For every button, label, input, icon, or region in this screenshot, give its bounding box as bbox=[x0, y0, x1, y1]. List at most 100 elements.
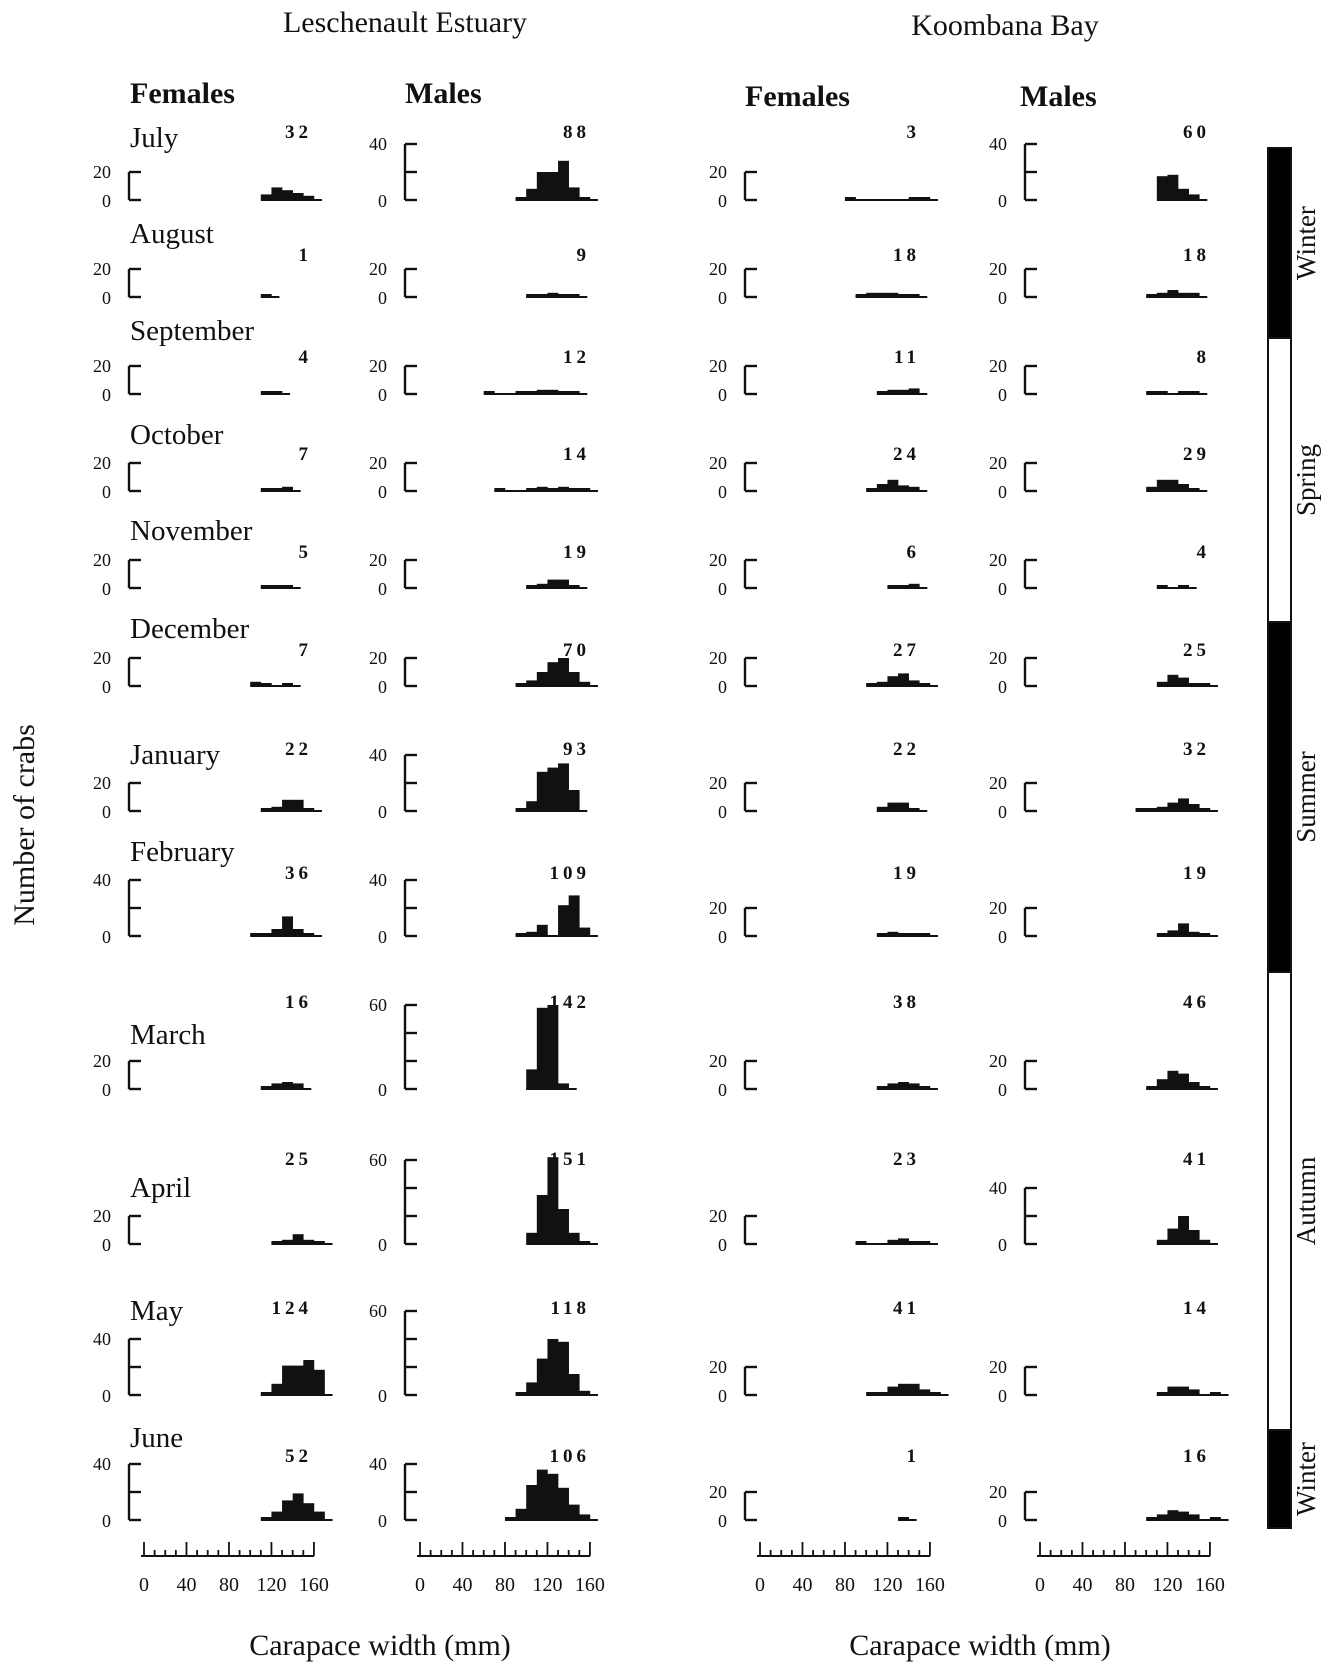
histogram-bar bbox=[271, 929, 283, 936]
sample-size-label: 32 bbox=[285, 122, 312, 143]
histogram-bar bbox=[260, 683, 272, 686]
histogram-bar bbox=[1156, 681, 1168, 686]
histogram-bar bbox=[292, 1493, 304, 1520]
sample-size-label: 151 bbox=[550, 1149, 591, 1170]
y-tick-label: 20 bbox=[709, 648, 727, 668]
sample-size-label: 8 bbox=[1197, 347, 1211, 368]
histogram-bar bbox=[526, 1382, 538, 1395]
histogram-bar bbox=[271, 391, 283, 394]
sample-size-label: 9 bbox=[577, 245, 591, 266]
histogram-bar bbox=[919, 197, 931, 200]
sample-size-label: 14 bbox=[563, 444, 590, 465]
sample-size-label: 32 bbox=[1183, 739, 1210, 760]
y-tick-label: 0 bbox=[102, 1235, 111, 1255]
histogram-bar bbox=[558, 1083, 569, 1089]
y-tick-label: 0 bbox=[998, 288, 1007, 308]
panel-3-july: 40 0 60 bbox=[989, 122, 1208, 211]
y-tick-label: 0 bbox=[378, 927, 387, 947]
histogram-bar bbox=[536, 1195, 548, 1244]
histogram-bar bbox=[313, 1369, 325, 1395]
histogram-bar bbox=[526, 1069, 538, 1089]
month-label: May bbox=[130, 1295, 184, 1327]
histogram-bar bbox=[887, 802, 899, 811]
histogram-bar bbox=[515, 1392, 527, 1395]
y-tick-label: 0 bbox=[378, 1080, 387, 1100]
y-tick-label: 0 bbox=[998, 677, 1007, 697]
histogram-bar bbox=[494, 488, 506, 491]
histogram-bar bbox=[250, 933, 262, 936]
sample-size-label: 25 bbox=[285, 1149, 312, 1170]
panel-3-october: 20 0 29 bbox=[989, 444, 1208, 502]
y-tick-label: 0 bbox=[378, 191, 387, 211]
y-tick-label: 0 bbox=[718, 191, 727, 211]
y-tick-label: 20 bbox=[93, 259, 111, 279]
histogram-bar bbox=[579, 488, 591, 491]
sample-size-label: 16 bbox=[285, 992, 312, 1013]
histogram-bar bbox=[547, 389, 559, 394]
sample-size-label: 93 bbox=[563, 739, 590, 760]
sample-size-label: 23 bbox=[893, 1149, 920, 1170]
sample-size-label: 118 bbox=[551, 1298, 590, 1319]
histogram-bar bbox=[260, 488, 272, 491]
histogram-bar bbox=[536, 672, 548, 686]
histogram-bar bbox=[1188, 1230, 1200, 1244]
y-tick-label: 20 bbox=[93, 1206, 111, 1226]
x-tick-label: 160 bbox=[299, 1574, 329, 1596]
histogram-bar bbox=[1188, 683, 1200, 686]
histogram-bar bbox=[579, 1514, 591, 1520]
histogram-bar bbox=[526, 801, 538, 811]
y-tick-label: 0 bbox=[378, 288, 387, 308]
y-tick-label: 0 bbox=[998, 1235, 1007, 1255]
histogram-bar bbox=[558, 579, 569, 588]
histogram-bar bbox=[919, 1389, 931, 1395]
y-tick-label: 20 bbox=[709, 259, 727, 279]
histogram-bar bbox=[526, 1232, 538, 1244]
histogram-bar bbox=[1199, 933, 1211, 936]
histogram-bar bbox=[1199, 808, 1211, 811]
histogram-bar bbox=[292, 1234, 304, 1244]
y-tick-label: 40 bbox=[93, 1329, 111, 1349]
sample-size-label: 25 bbox=[1183, 640, 1210, 661]
histogram-bar bbox=[568, 1232, 580, 1244]
panel-0-december: December 20 0 7 bbox=[93, 613, 308, 697]
histogram-bar bbox=[1156, 806, 1168, 811]
y-tick-label: 0 bbox=[102, 1386, 111, 1406]
y-tick-label: 0 bbox=[102, 385, 111, 405]
histogram-bar bbox=[536, 1469, 548, 1520]
panel-2-december: 20 0 27 bbox=[709, 640, 938, 697]
month-label: June bbox=[130, 1422, 183, 1454]
panel-1-december: 20 0 70 bbox=[369, 640, 598, 697]
histogram-bar bbox=[908, 388, 920, 394]
panel-3-april: 40 0 41 bbox=[989, 1149, 1218, 1255]
y-tick-label: 0 bbox=[378, 482, 387, 502]
season-label: Spring bbox=[1291, 444, 1321, 516]
histogram-bar bbox=[908, 486, 920, 491]
histogram-bar bbox=[547, 172, 559, 200]
histogram-bar bbox=[303, 1360, 315, 1395]
panel-0-october: October 20 0 7 bbox=[93, 419, 308, 502]
histogram-bar bbox=[526, 931, 538, 936]
histogram-bar bbox=[558, 391, 569, 394]
y-tick-label: 20 bbox=[989, 550, 1007, 570]
histogram-bar bbox=[250, 681, 262, 686]
histogram-bar bbox=[558, 486, 569, 491]
histogram-bar bbox=[919, 1086, 931, 1089]
histogram-bar bbox=[887, 389, 899, 394]
sample-size-label: 38 bbox=[893, 992, 920, 1013]
histogram-bar bbox=[1167, 290, 1179, 297]
histogram-bar bbox=[292, 1365, 304, 1395]
histogram-bar bbox=[1167, 1510, 1179, 1520]
y-tick-label: 0 bbox=[998, 1080, 1007, 1100]
histogram-bar bbox=[1167, 1070, 1179, 1089]
histogram-bar bbox=[536, 294, 548, 297]
x-tick-label: 120 bbox=[256, 1574, 286, 1596]
histogram-bar bbox=[1188, 1389, 1200, 1395]
histogram-bar bbox=[1188, 804, 1200, 811]
histogram-bar bbox=[887, 585, 899, 588]
y-tick-label: 0 bbox=[378, 677, 387, 697]
y-tick-label: 20 bbox=[709, 453, 727, 473]
histogram-bar bbox=[271, 806, 283, 811]
panel-2-october: 20 0 24 bbox=[709, 444, 928, 502]
histogram-bar bbox=[887, 292, 899, 297]
